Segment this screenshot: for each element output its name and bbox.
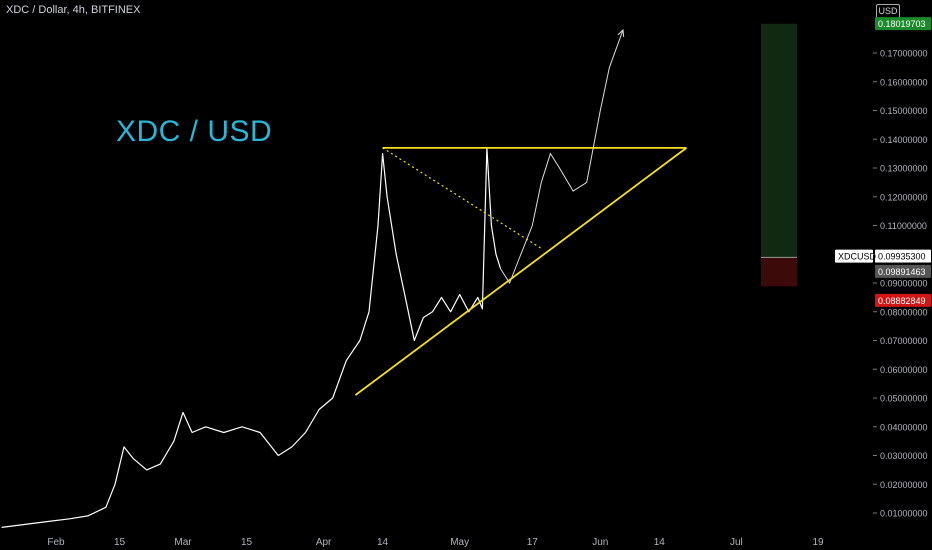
- x-tick-label: Feb: [47, 537, 65, 548]
- target-price-tag: 0.18019703: [878, 19, 926, 29]
- y-tick-label: 0.06000000: [880, 365, 928, 375]
- chart-header: XDC / Dollar, 4h, BITFINEX: [6, 4, 141, 16]
- target-price-tag-bg: [875, 17, 931, 31]
- y-tick-label: 0.04000000: [880, 422, 928, 432]
- x-tick-label: 17: [527, 537, 539, 548]
- y-tick-label: 0.01000000: [880, 509, 928, 519]
- y-tick-label: 0.14000000: [880, 135, 928, 145]
- y-tick-label: 0.09000000: [880, 279, 928, 289]
- symbol-tag-bg: [835, 249, 873, 263]
- y-tick-label: 0.08000000: [880, 307, 928, 317]
- y-tick-label: 0.12000000: [880, 192, 928, 202]
- x-tick-label: May: [450, 537, 469, 548]
- y-tick-label: 0.03000000: [880, 451, 928, 461]
- y-tick-label: 0.15000000: [880, 106, 928, 116]
- y-tick-label: 0.17000000: [880, 49, 928, 59]
- stop-price-tag-bg: [875, 293, 931, 307]
- x-tick-label: Jul: [730, 537, 743, 548]
- y-tick-label: 0.11000000: [880, 221, 927, 231]
- overlay-title: XDC / USD: [116, 115, 273, 148]
- support-line: [354, 147, 688, 396]
- last-price-tag: 0.09935300: [878, 252, 926, 262]
- stop-price-tag: 0.08882849: [878, 296, 926, 306]
- x-tick-label: Apr: [316, 537, 332, 548]
- stop-zone: [761, 257, 797, 287]
- y-tick-label: 0.16000000: [880, 77, 928, 87]
- entry-price-tag-bg: [875, 264, 931, 278]
- x-tick-label: 14: [377, 537, 389, 548]
- target-zone: [761, 23, 797, 258]
- x-tick-label: Mar: [174, 537, 192, 548]
- last-price-tag-bg: [875, 249, 931, 263]
- x-tick-label: 15: [114, 537, 126, 548]
- dotted-trendline: [382, 147, 542, 250]
- x-tick-label: 15: [241, 537, 253, 548]
- y-tick-label: 0.13000000: [880, 164, 928, 174]
- projection-arrowhead: [617, 28, 625, 38]
- y-tick-label: 0.07000000: [880, 336, 928, 346]
- symbol-tag: XDCUSD: [838, 252, 877, 262]
- y-tick-label: 0.05000000: [880, 394, 928, 404]
- price-series-line: [1, 147, 502, 528]
- y-tick-label: 0.02000000: [880, 480, 928, 490]
- x-tick-label: Jun: [592, 537, 608, 548]
- x-tick-label: 14: [654, 537, 666, 548]
- entry-price-tag: 0.09891463: [878, 267, 926, 277]
- projection-path: [500, 29, 624, 285]
- x-tick-label: 19: [812, 537, 824, 548]
